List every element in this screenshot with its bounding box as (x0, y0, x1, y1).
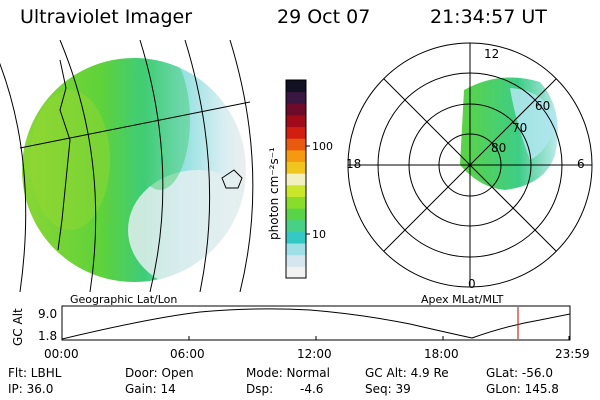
color-bar-band (286, 231, 306, 244)
alt-tick-high: 9.0 (38, 307, 57, 321)
x-tick-2359: 23:59 (555, 347, 590, 361)
polar-panel: 12 18 6 0 60 70 80 (346, 42, 593, 291)
color-bar-band (286, 103, 306, 116)
mlt-18: 18 (346, 157, 361, 171)
info-mode: Mode: Normal (246, 366, 330, 380)
cbar-tick-100: 100 (312, 140, 333, 153)
island-outline (221, 169, 243, 189)
mlt-6: 6 (577, 157, 585, 171)
color-bar-band (286, 114, 306, 128)
info-dsp-label: Dsp: (246, 382, 274, 396)
mlt-12: 12 (484, 47, 499, 61)
geographic-panel (0, 40, 254, 292)
color-bar-band (286, 266, 306, 279)
right-panel-label: Apex MLat/MLT (421, 293, 504, 306)
date-label: 29 Oct 07 (277, 6, 371, 28)
altitude-plot-frame (61, 305, 571, 341)
color-bar-band (286, 208, 306, 221)
cbar-unit-label: photon cm⁻²s⁻¹ (267, 147, 281, 240)
alt-tick-low: 1.8 (38, 329, 57, 343)
color-bar-band (286, 196, 306, 209)
mlat-80: 80 (491, 141, 506, 155)
alt-axis-label: GC Alt (11, 308, 25, 346)
info-ip: IP: 36.0 (8, 382, 54, 396)
mlt-0: 0 (468, 277, 476, 291)
x-tick-0000: 00:00 (44, 347, 79, 361)
info-glon: GLon: 145.8 (486, 382, 559, 396)
info-glat: GLat: -56.0 (486, 366, 553, 380)
color-bar-band (286, 173, 306, 186)
time-label: 21:34:57 UT (430, 6, 547, 28)
graticule (0, 40, 254, 292)
cbar-tick-10: 10 (312, 228, 326, 241)
color-bar-band (286, 219, 306, 232)
x-tick-1200: 12:00 (297, 347, 332, 361)
info-gain: Gain: 14 (125, 382, 176, 396)
info-dsp-value: -4.6 (300, 382, 324, 396)
info-seq: Seq: 39 (365, 382, 411, 396)
color-bar-band (286, 91, 306, 104)
color-bar-band (286, 243, 306, 256)
altitude-plot: 9.0 1.8 GC Alt 00:00 06:00 12:00 18:00 2… (11, 305, 590, 361)
left-panel-label: Geographic Lat/Lon (70, 293, 177, 306)
coastline (57, 59, 71, 251)
color-bar-band (286, 126, 306, 139)
color-bar-band (286, 254, 306, 267)
color-bar (286, 80, 306, 279)
color-bar-band (286, 138, 306, 151)
info-flt: Flt: LBHL (8, 366, 62, 380)
color-bar-band (286, 161, 306, 174)
altitude-curve (62, 308, 570, 340)
instrument-title: Ultraviolet Imager (20, 6, 193, 28)
color-bar-frame (285, 79, 307, 279)
title-bar: Ultraviolet Imager 29 Oct 07 21:34:57 UT (0, 6, 600, 30)
x-tick-0600: 06:00 (170, 347, 205, 361)
mlat-60: 60 (535, 99, 550, 113)
color-bar-band (286, 149, 306, 163)
info-gcalt: GC Alt: 4.9 Re (365, 366, 449, 380)
color-bar-band (286, 184, 306, 197)
info-door: Door: Open (125, 366, 194, 380)
x-tick-1800: 18:00 (424, 347, 459, 361)
color-bar-band (286, 80, 306, 93)
mlat-70: 70 (512, 121, 527, 135)
